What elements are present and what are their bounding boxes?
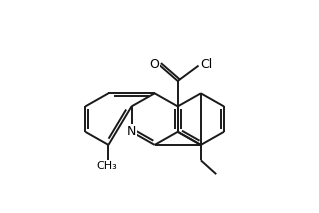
Text: O: O [149,58,159,71]
Text: Cl: Cl [200,58,212,71]
Text: N: N [127,125,136,138]
Text: CH₃: CH₃ [97,161,117,171]
